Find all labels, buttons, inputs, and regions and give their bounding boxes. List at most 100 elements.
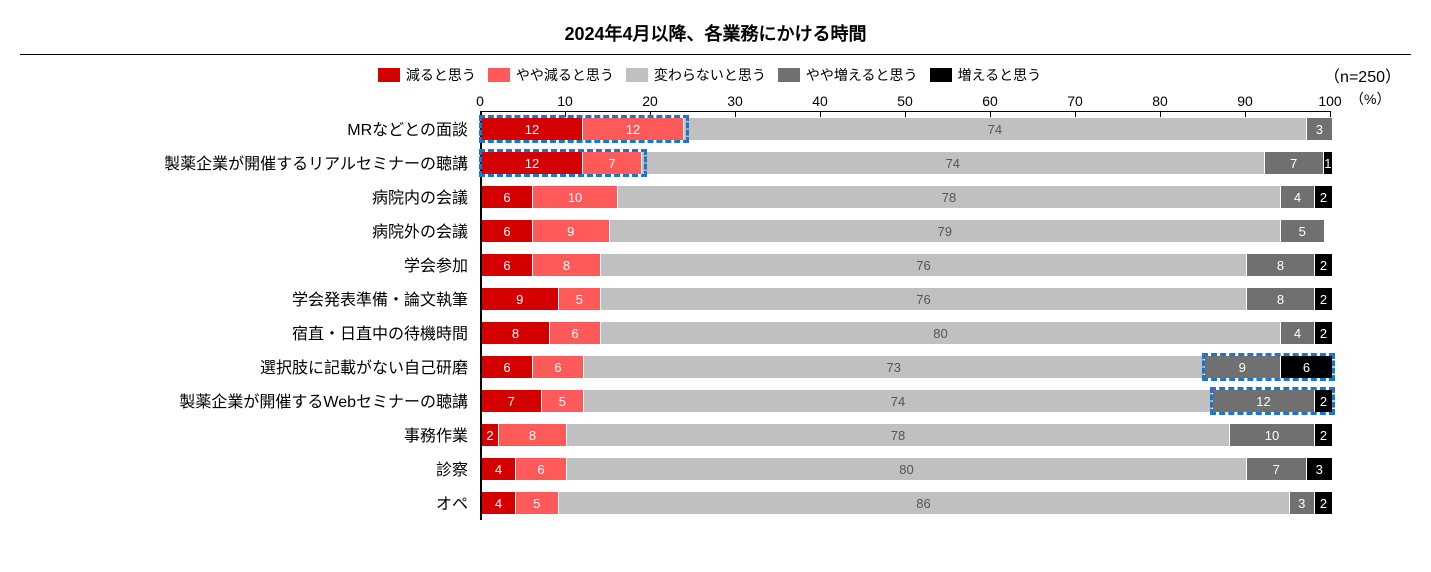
y-label: 事務作業 bbox=[20, 417, 480, 451]
bar-segment-somewhat_increase: 7 bbox=[1247, 458, 1307, 480]
bar-segment-no_change: 74 bbox=[642, 152, 1265, 174]
bar-track: 7574122 bbox=[482, 390, 1332, 412]
x-tick-label: 40 bbox=[812, 93, 828, 109]
x-tick-label: 10 bbox=[557, 93, 573, 109]
bar-row: 687682 bbox=[482, 248, 1332, 282]
bar-segment-no_change: 74 bbox=[684, 118, 1307, 140]
bar-segment-no_change: 80 bbox=[601, 322, 1281, 344]
legend-swatch bbox=[378, 68, 400, 82]
y-label: 学会発表準備・論文執筆 bbox=[20, 281, 480, 315]
y-label: 病院外の会議 bbox=[20, 213, 480, 247]
bar-segment-no_change: 80 bbox=[567, 458, 1247, 480]
x-tick-label: 90 bbox=[1237, 93, 1253, 109]
bar-segment-somewhat_increase: 7 bbox=[1265, 152, 1324, 174]
bar-track: 957682 bbox=[482, 288, 1332, 310]
bar-segment-somewhat_increase: 4 bbox=[1281, 186, 1315, 208]
y-label: 診察 bbox=[20, 451, 480, 485]
bar-segment-somewhat_decrease: 9 bbox=[533, 220, 610, 242]
bar-segment-increase: 2 bbox=[1315, 288, 1332, 310]
bar-segment-decrease: 12 bbox=[482, 152, 583, 174]
bar-track: 458632 bbox=[482, 492, 1332, 514]
y-label: 選択肢に記載がない自己研磨 bbox=[20, 349, 480, 383]
bar-segment-decrease: 6 bbox=[482, 356, 533, 378]
chart-container: 2024年4月以降、各業務にかける時間 減ると思う やや減ると思う変わらないと思う… bbox=[20, 20, 1411, 520]
bar-track: 868042 bbox=[482, 322, 1332, 344]
bar-segment-somewhat_decrease: 10 bbox=[533, 186, 618, 208]
bar-segment-somewhat_increase: 12 bbox=[1213, 390, 1315, 412]
bar-segment-no_change: 76 bbox=[601, 254, 1247, 276]
x-tick-label: 0 bbox=[476, 93, 484, 109]
bar-segment-increase: 2 bbox=[1315, 186, 1332, 208]
bar-segment-increase: 3 bbox=[1307, 458, 1333, 480]
bar-segment-decrease: 8 bbox=[482, 322, 550, 344]
y-label: MRなどとの面談 bbox=[20, 111, 480, 145]
bar-track: 2878102 bbox=[482, 424, 1332, 446]
legend-label: 増えると思う bbox=[958, 65, 1042, 85]
bar-track: 687682 bbox=[482, 254, 1332, 276]
bar-segment-increase: 2 bbox=[1315, 390, 1332, 412]
bar-segment-increase: 2 bbox=[1315, 424, 1332, 446]
bar-track: 1277471 bbox=[482, 152, 1332, 174]
bar-row: 667396 bbox=[482, 350, 1332, 384]
bar-segment-decrease: 4 bbox=[482, 492, 516, 514]
bar-segment-somewhat_increase: 10 bbox=[1230, 424, 1315, 446]
bar-segment-no_change: 76 bbox=[601, 288, 1247, 310]
legend-item: 増えると思う bbox=[930, 65, 1042, 85]
bar-track: 468073 bbox=[482, 458, 1332, 480]
bar-segment-increase: 2 bbox=[1315, 322, 1332, 344]
bar-segment-somewhat_decrease: 7 bbox=[583, 152, 642, 174]
bar-segment-somewhat_decrease: 8 bbox=[499, 424, 567, 446]
bar-segment-somewhat_decrease: 5 bbox=[559, 288, 602, 310]
bar-row: 1212743 bbox=[482, 112, 1332, 146]
bar-row: 2878102 bbox=[482, 418, 1332, 452]
legend-swatch bbox=[778, 68, 800, 82]
legend-label: やや減ると思う bbox=[516, 65, 614, 85]
bar-segment-somewhat_decrease: 12 bbox=[583, 118, 684, 140]
bar-row: 957682 bbox=[482, 282, 1332, 316]
bar-segment-somewhat_decrease: 6 bbox=[516, 458, 567, 480]
bar-row: 69795 bbox=[482, 214, 1332, 248]
x-tick-label: 80 bbox=[1152, 93, 1168, 109]
y-label: 学会参加 bbox=[20, 247, 480, 281]
bar-segment-somewhat_decrease: 5 bbox=[516, 492, 559, 514]
plot-area: MRなどとの面談製薬企業が開催するリアルセミナーの聴講病院内の会議病院外の会議学… bbox=[20, 91, 1411, 520]
legend-item: やや減ると思う bbox=[488, 65, 614, 85]
n-label: （n=250） bbox=[1324, 63, 1401, 87]
bar-segment-somewhat_decrease: 8 bbox=[533, 254, 601, 276]
bar-segment-no_change: 86 bbox=[559, 492, 1290, 514]
bar-segment-somewhat_increase: 9 bbox=[1205, 356, 1282, 378]
bar-segment-decrease: 7 bbox=[482, 390, 542, 412]
chart-title: 2024年4月以降、各業務にかける時間 bbox=[20, 20, 1411, 55]
y-label: 製薬企業が開催するリアルセミナーの聴講 bbox=[20, 145, 480, 179]
bar-row: 1277471 bbox=[482, 146, 1332, 180]
legend-swatch bbox=[930, 68, 952, 82]
bar-track: 1212743 bbox=[482, 118, 1332, 140]
bar-row: 458632 bbox=[482, 486, 1332, 520]
bar-segment-somewhat_increase: 8 bbox=[1247, 288, 1315, 310]
bar-segment-decrease: 6 bbox=[482, 254, 533, 276]
y-axis-labels: MRなどとの面談製薬企業が開催するリアルセミナーの聴講病院内の会議病院外の会議学… bbox=[20, 91, 480, 520]
legend-item: 減ると思う bbox=[378, 65, 476, 85]
x-tick-label: 70 bbox=[1067, 93, 1083, 109]
legend-item: やや増えると思う bbox=[778, 65, 918, 85]
legend-label: やや増えると思う bbox=[806, 65, 918, 85]
y-label: 宿直・日直中の待機時間 bbox=[20, 315, 480, 349]
bar-segment-somewhat_increase: 8 bbox=[1247, 254, 1315, 276]
x-axis: 0102030405060708090100（%） bbox=[480, 91, 1330, 112]
bars-wrap: 0102030405060708090100（%） 12127431277471… bbox=[480, 91, 1411, 520]
y-label: 病院内の会議 bbox=[20, 179, 480, 213]
legend-item: 変わらないと思う bbox=[626, 65, 766, 85]
legend-swatch bbox=[488, 68, 510, 82]
bar-segment-increase: 6 bbox=[1281, 356, 1332, 378]
bar-segment-decrease: 2 bbox=[482, 424, 499, 446]
bar-segment-somewhat_increase: 4 bbox=[1281, 322, 1315, 344]
bar-row: 6107842 bbox=[482, 180, 1332, 214]
bar-segment-increase: 2 bbox=[1315, 254, 1332, 276]
x-tick-label: 60 bbox=[982, 93, 998, 109]
bar-segment-decrease: 4 bbox=[482, 458, 516, 480]
bar-segment-somewhat_increase: 3 bbox=[1307, 118, 1332, 140]
bar-segment-somewhat_increase: 3 bbox=[1290, 492, 1316, 514]
bar-segment-no_change: 78 bbox=[618, 186, 1281, 208]
bar-row: 468073 bbox=[482, 452, 1332, 486]
y-label: 製薬企業が開催するWebセミナーの聴講 bbox=[20, 383, 480, 417]
